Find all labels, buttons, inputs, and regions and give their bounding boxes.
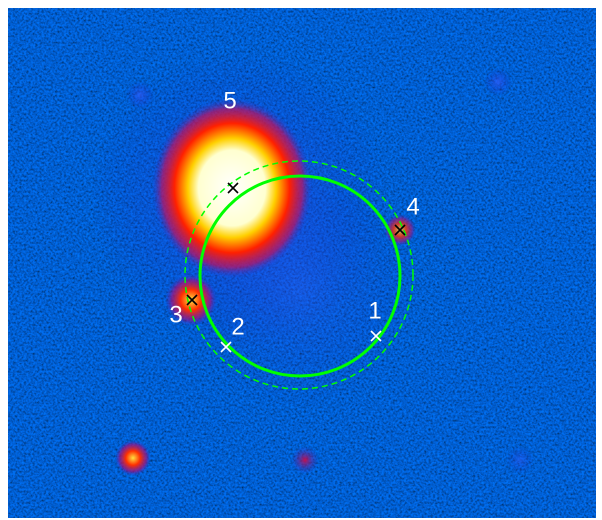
marker-label: 3 — [169, 301, 182, 328]
cross-marker — [220, 341, 232, 353]
markers: 1 2 3 4 5 — [169, 87, 420, 353]
cross-marker — [227, 182, 239, 194]
cross-marker — [370, 330, 382, 342]
marker-label: 4 — [406, 193, 419, 220]
marker-label: 2 — [231, 313, 244, 340]
marker-label: 5 — [223, 87, 236, 114]
image — [8, 8, 596, 518]
marker-label: 1 — [368, 297, 381, 324]
cross-marker — [394, 224, 406, 236]
aperture — [198, 174, 402, 378]
outer-aperture — [184, 160, 414, 390]
cross-marker — [186, 294, 198, 306]
